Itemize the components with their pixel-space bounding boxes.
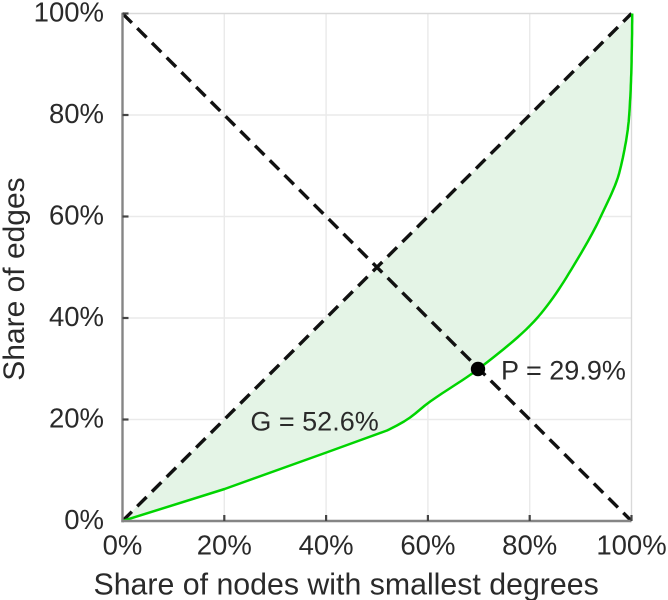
svg-text:Share of nodes with smallest d: Share of nodes with smallest degrees [94,569,599,600]
svg-text:60%: 60% [400,530,455,561]
svg-text:40%: 40% [49,301,104,332]
svg-text:80%: 80% [49,98,104,129]
svg-text:100%: 100% [34,0,104,27]
svg-text:100%: 100% [596,530,666,561]
svg-text:G = 52.6%: G = 52.6% [250,407,378,437]
svg-text:60%: 60% [49,199,104,230]
svg-text:40%: 40% [299,530,354,561]
svg-text:20%: 20% [197,530,252,561]
svg-text:80%: 80% [502,530,557,561]
svg-text:0%: 0% [103,530,143,561]
svg-text:0%: 0% [64,504,104,535]
svg-text:20%: 20% [49,402,104,433]
svg-text:P = 29.9%: P = 29.9% [501,355,626,385]
svg-text:Share of edges: Share of edges [0,177,31,380]
